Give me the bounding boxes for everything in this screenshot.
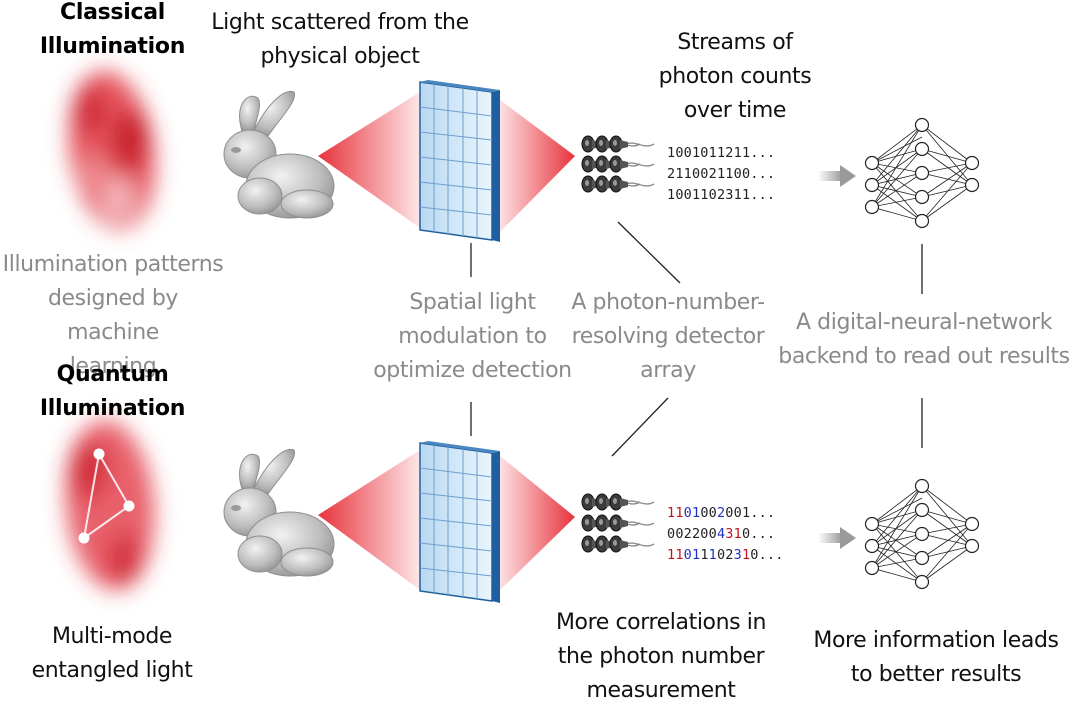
stream-line: 1001102311... bbox=[667, 185, 775, 206]
slm-panel-top bbox=[419, 79, 501, 243]
neural-network-bottom bbox=[864, 478, 980, 590]
classical-illumination-pattern bbox=[68, 70, 156, 230]
detector-array-bottom bbox=[581, 493, 655, 553]
stream-digits: 01 bbox=[683, 505, 701, 521]
stream-digits: 1 bbox=[708, 547, 717, 563]
beam-into-slm-bottom bbox=[318, 450, 420, 590]
photon-streams-label: Streams of photon counts over time bbox=[658, 30, 812, 123]
illumination-patterns-caption: Illumination patterns designed by machin… bbox=[2, 252, 224, 379]
stream-digits: 002200 bbox=[667, 526, 717, 542]
bunny-object-top bbox=[223, 90, 335, 219]
stream-digits: 4 bbox=[716, 526, 726, 542]
stream-digits: 1001102311... bbox=[667, 187, 776, 203]
stream-digits: 11 bbox=[667, 547, 684, 563]
detector-array-top bbox=[581, 135, 655, 193]
stream-digits: 0... bbox=[750, 547, 784, 563]
entangled-light-caption: Multi-mode entangled light bbox=[31, 624, 193, 683]
stream-digits: 0... bbox=[741, 526, 776, 542]
stream-digits: 1 bbox=[700, 547, 709, 563]
neural-network-top bbox=[864, 117, 980, 229]
stream-digits: 31 bbox=[725, 526, 742, 542]
photon-stream-bottom: 1101002001... 0022004310... 11011102310... bbox=[667, 503, 784, 566]
arrow-to-network-bottom bbox=[818, 527, 856, 549]
bunny-object-bottom bbox=[223, 448, 335, 577]
stream-line: 1101002001... bbox=[667, 503, 784, 524]
stream-line: 1001011211... bbox=[667, 143, 775, 164]
stream-line: 0022004310... bbox=[667, 524, 784, 545]
stream-digits: 001... bbox=[725, 505, 776, 521]
stream-line: 2110021100... bbox=[667, 164, 775, 185]
photon-stream-top: 1001011211... 2110021100... 1001102311... bbox=[667, 143, 775, 206]
neural-backend-label: A digital-neural-network backend to read… bbox=[778, 310, 1070, 369]
beam-into-slm-top bbox=[318, 92, 420, 228]
correlations-caption: More correlations in the photon number m… bbox=[555, 610, 767, 703]
scattered-light-label: Light scattered from the physical object bbox=[211, 10, 469, 69]
beam-to-detector-bottom bbox=[500, 456, 575, 590]
detector-array-label: A photon-number- resolving detector arra… bbox=[571, 290, 765, 383]
stream-digits: 1 bbox=[741, 547, 751, 563]
stream-digits: 2110021100... bbox=[667, 166, 776, 182]
connector-detector-bottom bbox=[611, 397, 669, 457]
connector-detector-top bbox=[617, 221, 681, 284]
stream-digits: 01 bbox=[683, 547, 701, 563]
arrow-to-network-top bbox=[818, 165, 856, 187]
quantum-illumination-title: Quantum Illumination bbox=[39, 362, 186, 421]
stream-digits: 11 bbox=[667, 505, 684, 521]
stream-line: 11011102310... bbox=[667, 545, 784, 566]
stream-digits: 00 bbox=[700, 505, 717, 521]
stream-digits: 3 bbox=[733, 547, 742, 563]
beam-to-detector-top bbox=[500, 100, 575, 232]
stream-digits: 1001011211... bbox=[667, 145, 776, 161]
slm-label: Spatial light modulation to optimize det… bbox=[373, 290, 572, 383]
slm-panel-bottom bbox=[419, 440, 501, 604]
stream-digits: 02 bbox=[716, 547, 734, 563]
information-caption: More information leads to better results bbox=[813, 628, 1059, 687]
stream-digits: 2 bbox=[716, 505, 726, 521]
quantum-entangled-pattern bbox=[65, 420, 155, 590]
classical-illumination-title: Classical Illumination bbox=[39, 0, 186, 59]
